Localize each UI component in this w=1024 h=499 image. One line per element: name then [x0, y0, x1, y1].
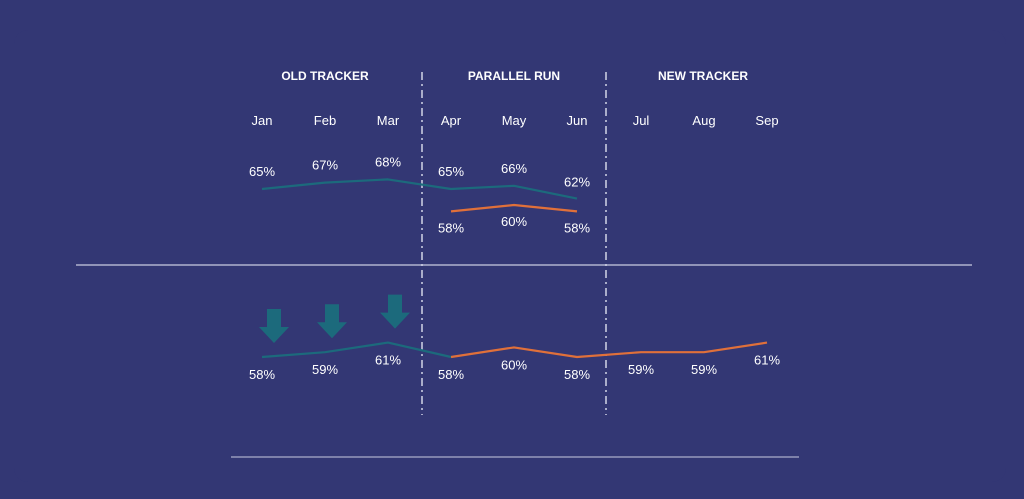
down-arrow-icon [317, 304, 347, 339]
series-line-new [450, 203, 578, 213]
data-label: 59% [312, 362, 338, 377]
phase-header: PARALLEL RUN [468, 69, 560, 83]
data-label: 60% [501, 357, 527, 372]
data-label: 61% [754, 353, 780, 368]
month-label: Feb [314, 113, 336, 128]
phase-header: NEW TRACKER [658, 69, 748, 83]
series-line-new [450, 341, 768, 359]
data-label: 66% [501, 161, 527, 176]
month-label: Mar [377, 113, 400, 128]
data-label: 62% [564, 175, 590, 190]
data-label: 61% [375, 353, 401, 368]
data-label: 59% [628, 362, 654, 377]
data-label: 65% [249, 164, 275, 179]
series-line-old [261, 178, 578, 200]
month-label: May [502, 113, 527, 128]
data-label: 67% [312, 158, 338, 173]
data-label: 58% [438, 367, 464, 382]
chart-card [14, 30, 1006, 482]
data-label: 58% [564, 367, 590, 382]
phase-header: OLD TRACKER [281, 69, 369, 83]
data-label: 65% [438, 164, 464, 179]
month-label: Aug [692, 113, 715, 128]
month-label: Jul [633, 113, 650, 128]
data-label: 59% [691, 362, 717, 377]
data-label: 60% [501, 214, 527, 229]
month-label: Jan [252, 113, 273, 128]
month-label: Jun [567, 113, 588, 128]
data-label: 58% [249, 367, 275, 382]
down-arrow-icon [380, 294, 410, 329]
month-label: Apr [441, 113, 462, 128]
data-label: 58% [438, 220, 464, 235]
month-label: Sep [755, 113, 778, 128]
data-label: 68% [375, 154, 401, 169]
series-line-adjusted-old [261, 341, 452, 359]
data-label: 58% [564, 220, 590, 235]
down-arrow-icon [259, 309, 289, 343]
